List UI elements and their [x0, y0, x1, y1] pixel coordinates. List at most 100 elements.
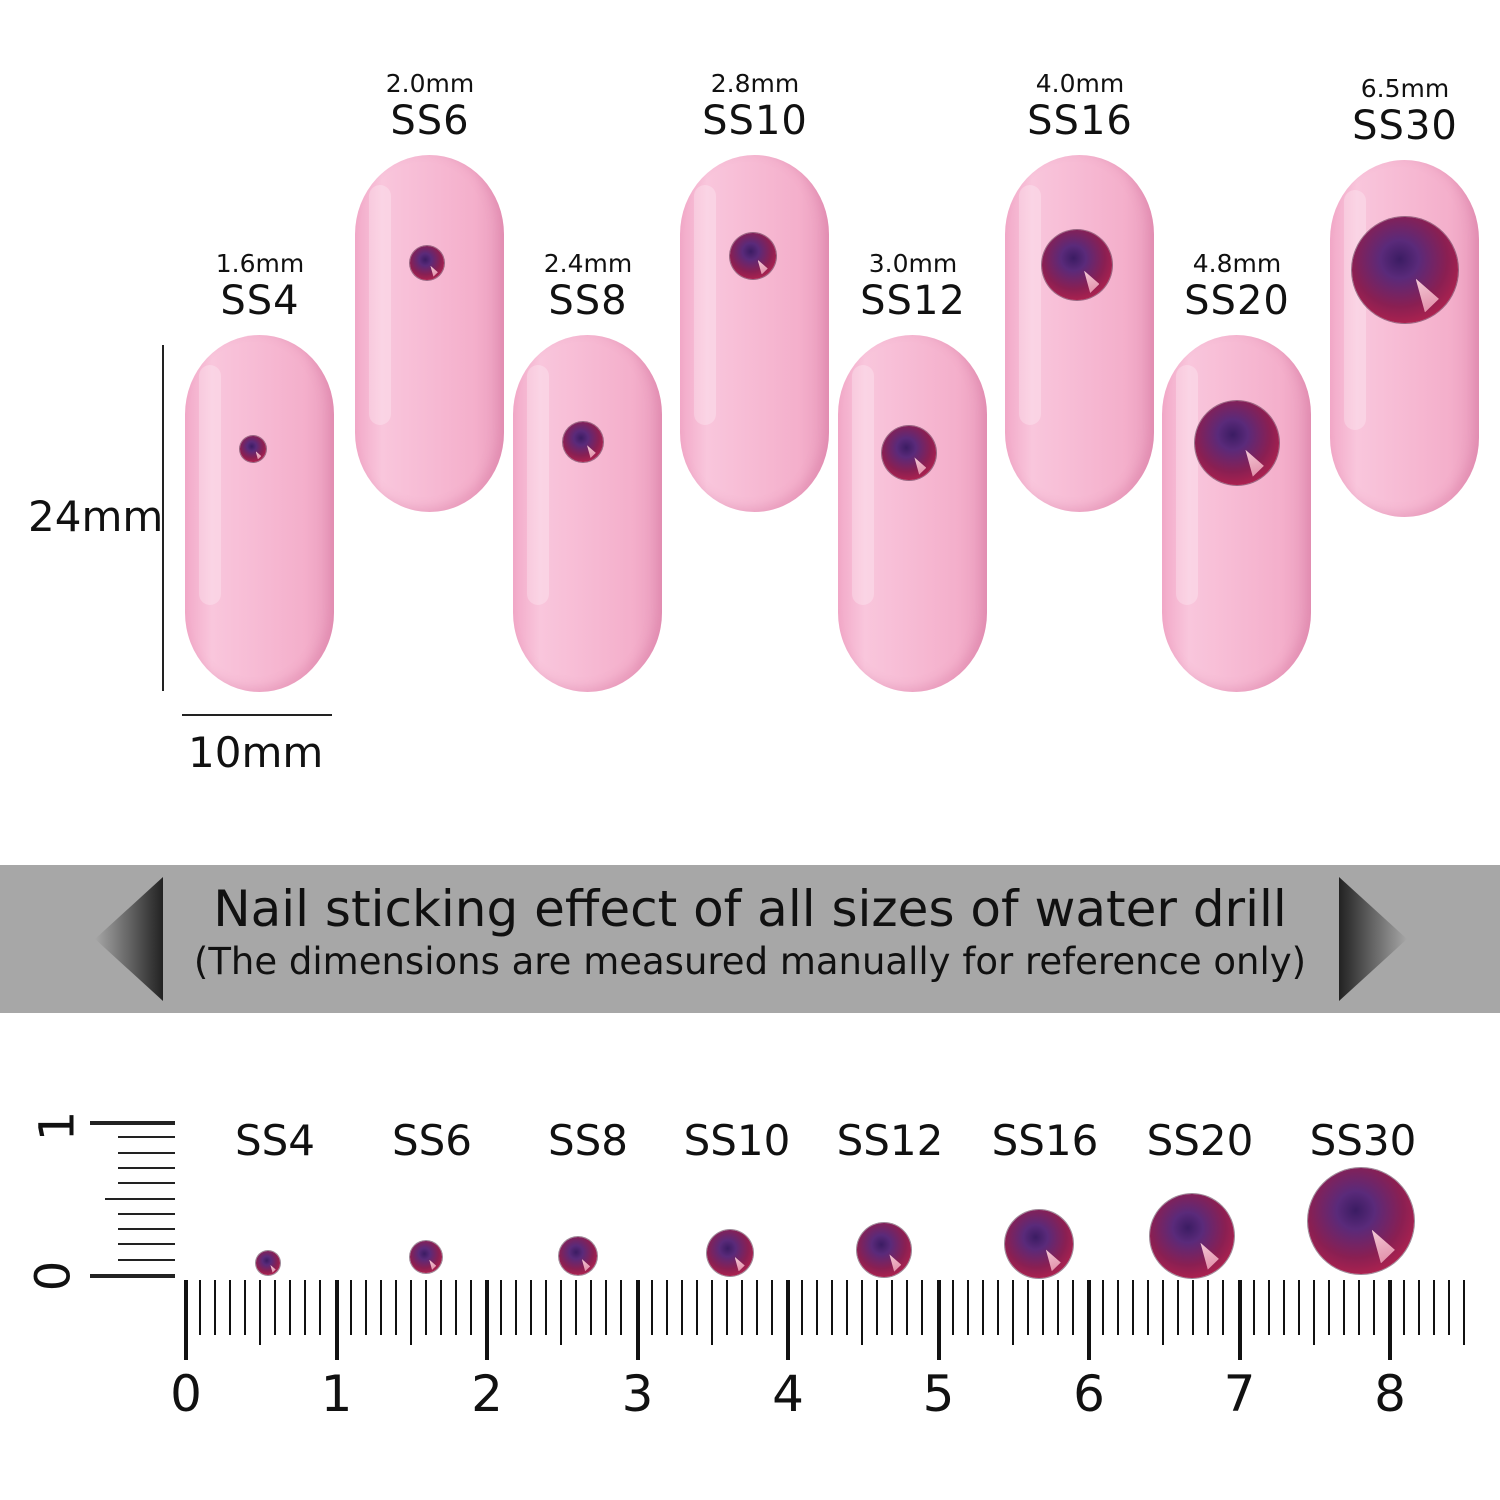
ruler-minor-tick: [530, 1280, 533, 1335]
rhinestone-gem: [240, 436, 266, 462]
ruler-minor-tick: [1192, 1280, 1195, 1335]
ruler-label: 4: [772, 1365, 804, 1423]
ruler-minor-tick: [409, 1280, 412, 1345]
banner-subtitle: (The dimensions are measured manually fo…: [193, 940, 1307, 983]
ruler-minor-tick: [891, 1280, 894, 1335]
nail: [1330, 160, 1479, 517]
ruler-minor-tick: [424, 1280, 427, 1335]
ruler-label: 5: [922, 1365, 955, 1423]
vruler-minor-tick: [118, 1136, 175, 1139]
ruler-minor-tick: [816, 1280, 819, 1335]
nail-size-code: SS30: [1352, 103, 1458, 149]
right-arrow-icon: [1339, 877, 1407, 1001]
ruler-minor-tick: [1342, 1280, 1345, 1335]
ruler-minor-tick: [379, 1280, 382, 1335]
ruler-minor-tick: [1207, 1280, 1210, 1335]
rhinestone-gem: [563, 422, 603, 462]
ruler-minor-tick: [259, 1280, 262, 1345]
ruler-size-code: SS20: [1146, 1116, 1254, 1165]
nail-size-mm: 1.6mm: [215, 249, 305, 278]
nail: [513, 335, 662, 692]
ruler-minor-tick: [469, 1280, 472, 1335]
nail-size-code: SS6: [390, 98, 470, 144]
vruler-major-tick: [90, 1121, 175, 1125]
vruler-label: 0: [25, 1260, 82, 1292]
nail-size-mm: 4.0mm: [1035, 69, 1125, 98]
ruler-minor-tick: [1222, 1280, 1225, 1335]
vruler-minor-tick: [118, 1151, 175, 1154]
ruler-minor-tick: [996, 1280, 999, 1335]
rhinestone-gem: [857, 1223, 911, 1277]
ruler-minor-tick: [740, 1280, 743, 1335]
ruler-minor-tick: [1357, 1280, 1360, 1335]
ruler-minor-tick: [545, 1280, 548, 1335]
ruler-size-code: SS6: [391, 1116, 473, 1165]
ruler-minor-tick: [454, 1280, 457, 1335]
vruler-minor-tick: [118, 1166, 175, 1169]
ruler-label: 6: [1073, 1365, 1105, 1423]
nail-size-mm: 6.5mm: [1360, 74, 1450, 103]
vruler-minor-tick: [118, 1182, 175, 1185]
ruler-major-tick: [635, 1280, 640, 1360]
ruler-major-tick: [1237, 1280, 1242, 1360]
ruler-major-tick: [184, 1280, 188, 1360]
rhinestone-gem: [410, 246, 444, 280]
ruler-minor-tick: [1102, 1280, 1105, 1335]
ruler-minor-tick: [349, 1280, 352, 1335]
ruler-minor-tick: [650, 1280, 653, 1335]
length-dimension-line: [162, 345, 164, 691]
left-arrow-icon: [95, 877, 163, 1001]
nail: [185, 335, 334, 692]
ruler-label: 1: [320, 1365, 353, 1423]
ruler-size-code: SS30: [1309, 1116, 1417, 1165]
nail-size-mm: 2.8mm: [710, 69, 800, 98]
ruler-minor-tick: [680, 1280, 683, 1335]
ruler-minor-tick: [1177, 1280, 1180, 1335]
ruler-minor-tick: [710, 1280, 713, 1345]
ruler-minor-tick: [1011, 1280, 1014, 1345]
nail: [680, 155, 829, 512]
ruler-major-tick: [936, 1280, 941, 1360]
rhinestone-gem: [1150, 1194, 1234, 1278]
ruler-minor-tick: [199, 1280, 202, 1335]
nail: [838, 335, 987, 692]
ruler-minor-tick: [1327, 1280, 1330, 1335]
ruler-minor-tick: [921, 1280, 924, 1335]
vruler-minor-tick: [118, 1212, 175, 1215]
ruler-minor-tick: [244, 1280, 247, 1335]
ruler-label: 0: [170, 1365, 202, 1423]
ruler-major-tick: [1388, 1280, 1392, 1360]
ruler-minor-tick: [1267, 1280, 1270, 1335]
nail-size-code: SS20: [1184, 278, 1290, 324]
ruler-minor-tick: [1132, 1280, 1135, 1335]
ruler-minor-tick: [1418, 1280, 1421, 1335]
ruler-minor-tick: [214, 1280, 217, 1335]
banner-title: Nail sticking effect of all sizes of wat…: [213, 880, 1287, 938]
ruler-minor-tick: [770, 1280, 773, 1335]
ruler-minor-tick: [394, 1280, 397, 1335]
rhinestone-gem: [256, 1251, 280, 1275]
vruler-minor-tick: [118, 1258, 175, 1261]
rhinestone-gem: [882, 426, 936, 480]
ruler-minor-tick: [876, 1280, 879, 1335]
ruler-size-code: SS16: [991, 1116, 1099, 1165]
rhinestone-gem: [1308, 1168, 1414, 1274]
ruler-minor-tick: [1252, 1280, 1255, 1335]
ruler-major-tick: [786, 1280, 790, 1360]
ruler-label: 7: [1223, 1365, 1256, 1423]
ruler-minor-tick: [755, 1280, 758, 1335]
ruler-minor-tick: [575, 1280, 578, 1335]
ruler-minor-tick: [665, 1280, 668, 1335]
ruler-label: 8: [1374, 1365, 1406, 1423]
ruler-minor-tick: [229, 1280, 232, 1335]
ruler-minor-tick: [1026, 1280, 1029, 1335]
ruler-minor-tick: [590, 1280, 593, 1335]
nail-size-mm: 2.4mm: [543, 249, 633, 278]
ruler-minor-tick: [1117, 1280, 1120, 1335]
width-dimension-label: 10mm: [188, 728, 324, 777]
rhinestone-gem: [1042, 230, 1112, 300]
nail-size-mm: 2.0mm: [385, 69, 475, 98]
vruler-minor-tick: [118, 1243, 175, 1246]
ruler-minor-tick: [515, 1280, 518, 1335]
ruler-label: 3: [621, 1365, 654, 1423]
